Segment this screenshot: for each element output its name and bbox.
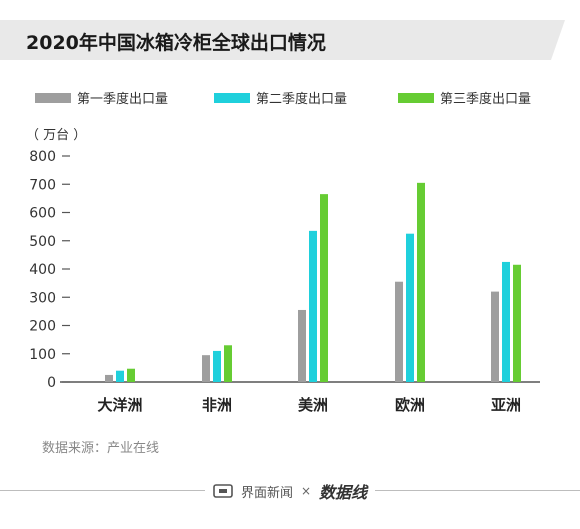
legend-label-q3: 第三季度出口量 xyxy=(440,92,532,107)
legend-label-q1: 第一季度出口量 xyxy=(77,92,169,107)
y-tick-label: 100 xyxy=(29,347,56,363)
legend-swatch-q2 xyxy=(214,92,250,103)
bar-2 xyxy=(406,233,414,382)
bar-2 xyxy=(502,261,510,382)
y-tick-label: 300 xyxy=(29,290,56,306)
chart-title: 2020年中国冰箱冷柜全球出口情况 xyxy=(26,32,326,54)
x-category-label: 美洲 xyxy=(298,396,328,414)
bar-1 xyxy=(105,374,113,382)
bar-3 xyxy=(513,264,521,382)
jiemian-logo-icon xyxy=(213,484,233,498)
y-tick-label: 600 xyxy=(29,206,56,222)
bar-3 xyxy=(417,182,425,382)
bar-2 xyxy=(116,370,124,382)
y-tick-label: 0 xyxy=(47,375,56,391)
legend-item-q1: 第一季度出口量 xyxy=(35,88,168,107)
x-category-label: 亚洲 xyxy=(491,396,521,414)
footer: 界面新闻 × 数据线 xyxy=(0,479,580,503)
footer-separator: × xyxy=(300,484,312,498)
bar-1 xyxy=(202,355,210,382)
bar-1 xyxy=(298,309,306,382)
y-tick-label: 500 xyxy=(29,234,56,250)
bar-2 xyxy=(213,350,221,382)
x-category-label: 非洲 xyxy=(202,396,232,414)
footer-brands: 界面新闻 × 数据线 xyxy=(204,479,376,503)
legend-item-q3: 第三季度出口量 xyxy=(398,88,531,107)
legend-swatch-q1 xyxy=(35,92,71,103)
bar-1 xyxy=(395,281,403,382)
y-tick-label: 700 xyxy=(29,177,56,193)
legend-label-q2: 第二季度出口量 xyxy=(256,92,348,107)
x-category-label: 大洋洲 xyxy=(97,396,142,414)
x-category-label: 欧洲 xyxy=(395,396,425,414)
y-tick-label: 200 xyxy=(29,319,56,335)
bar-3 xyxy=(320,194,328,382)
legend: 第一季度出口量 第二季度出口量 第三季度出口量 xyxy=(0,88,580,108)
footer-brand-left: 界面新闻 xyxy=(240,485,293,501)
footer-brand-right: 数据线 xyxy=(319,483,368,502)
title-band xyxy=(0,20,565,60)
source-note: 数据来源：产业在线 xyxy=(42,441,160,456)
y-tick-label: 400 xyxy=(29,262,56,278)
bar-2 xyxy=(309,230,317,382)
legend-swatch-q3 xyxy=(398,92,434,103)
bar-3 xyxy=(224,345,232,382)
y-axis-unit: （ 万台 ） xyxy=(26,128,87,143)
bar-1 xyxy=(491,291,499,382)
bar-3 xyxy=(127,368,135,382)
y-tick-label: 800 xyxy=(29,149,56,165)
bar-chart: 0 100 200 300 400 500 600 700 800 大洋洲 非洲 美洲 欧洲 亚洲 xyxy=(29,149,540,414)
legend-item-q2: 第二季度出口量 xyxy=(214,88,347,107)
